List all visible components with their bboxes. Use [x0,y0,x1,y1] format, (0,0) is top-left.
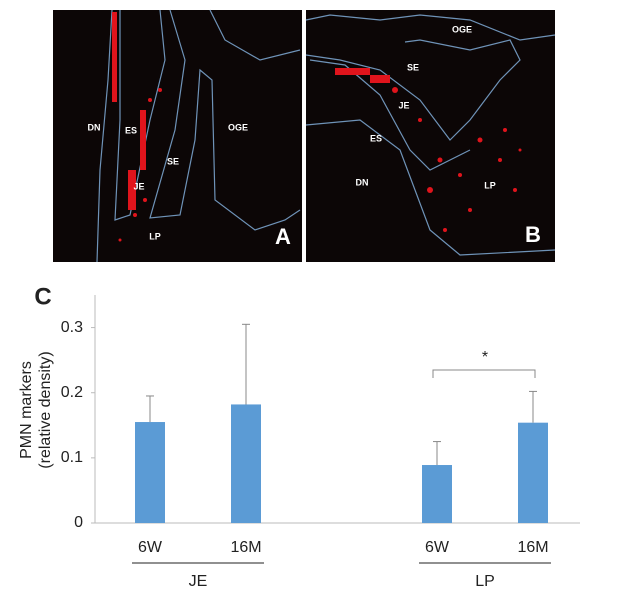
region-label: SE [407,62,419,72]
outline [305,14,556,41]
y-tick-label: 0 [74,514,83,531]
outline [305,119,556,256]
x-tick-label: 16M [230,539,261,556]
micrograph [53,10,302,262]
panel-label: A [275,224,291,249]
panel-a: DN ES SE OGE JE LP A [53,9,302,263]
region-label: JE [133,181,144,191]
x-tick-label: 6W [425,539,450,556]
micrograph [306,10,555,262]
bar [231,404,261,523]
panel-label: B [525,222,541,247]
region-label: OGE [228,122,248,132]
y-tick-label: 0.2 [61,384,83,401]
significance-label: * [482,349,488,366]
error-bar [529,390,537,423]
region-label: OGE [452,24,472,34]
outline [209,9,301,61]
bar [518,422,548,523]
region-label: DN [356,177,369,187]
error-bar [433,441,441,466]
x-tick-label: 6W [138,539,163,556]
outline [149,9,301,231]
panel-b: OGE SE JE ES DN LP B [305,10,556,262]
region-label: ES [370,133,382,143]
y-tick-label: 0.1 [61,449,83,466]
region-label: JE [398,100,409,110]
outline [114,9,166,221]
bar [422,465,452,523]
region-label: ES [125,125,137,135]
stain [335,68,522,232]
y-tick-label: 0.3 [61,319,83,336]
group-label: LP [475,573,495,590]
region-label: LP [149,231,161,241]
region-label: LP [484,180,496,190]
stain [112,12,162,242]
y-axis-label: PMN markers [18,361,35,459]
bar [135,422,165,523]
region-label: DN [88,122,101,132]
error-bar [242,323,250,405]
outline [305,39,521,141]
group-label: JE [189,573,208,590]
x-tick-label: 16M [517,539,548,556]
error-bar [146,395,154,423]
significance-bracket [432,369,536,378]
outline [96,9,113,263]
panel-label: C [34,283,51,310]
outline [309,59,471,171]
region-label: SE [167,156,179,166]
y-axis-label: (relative density) [37,351,54,468]
